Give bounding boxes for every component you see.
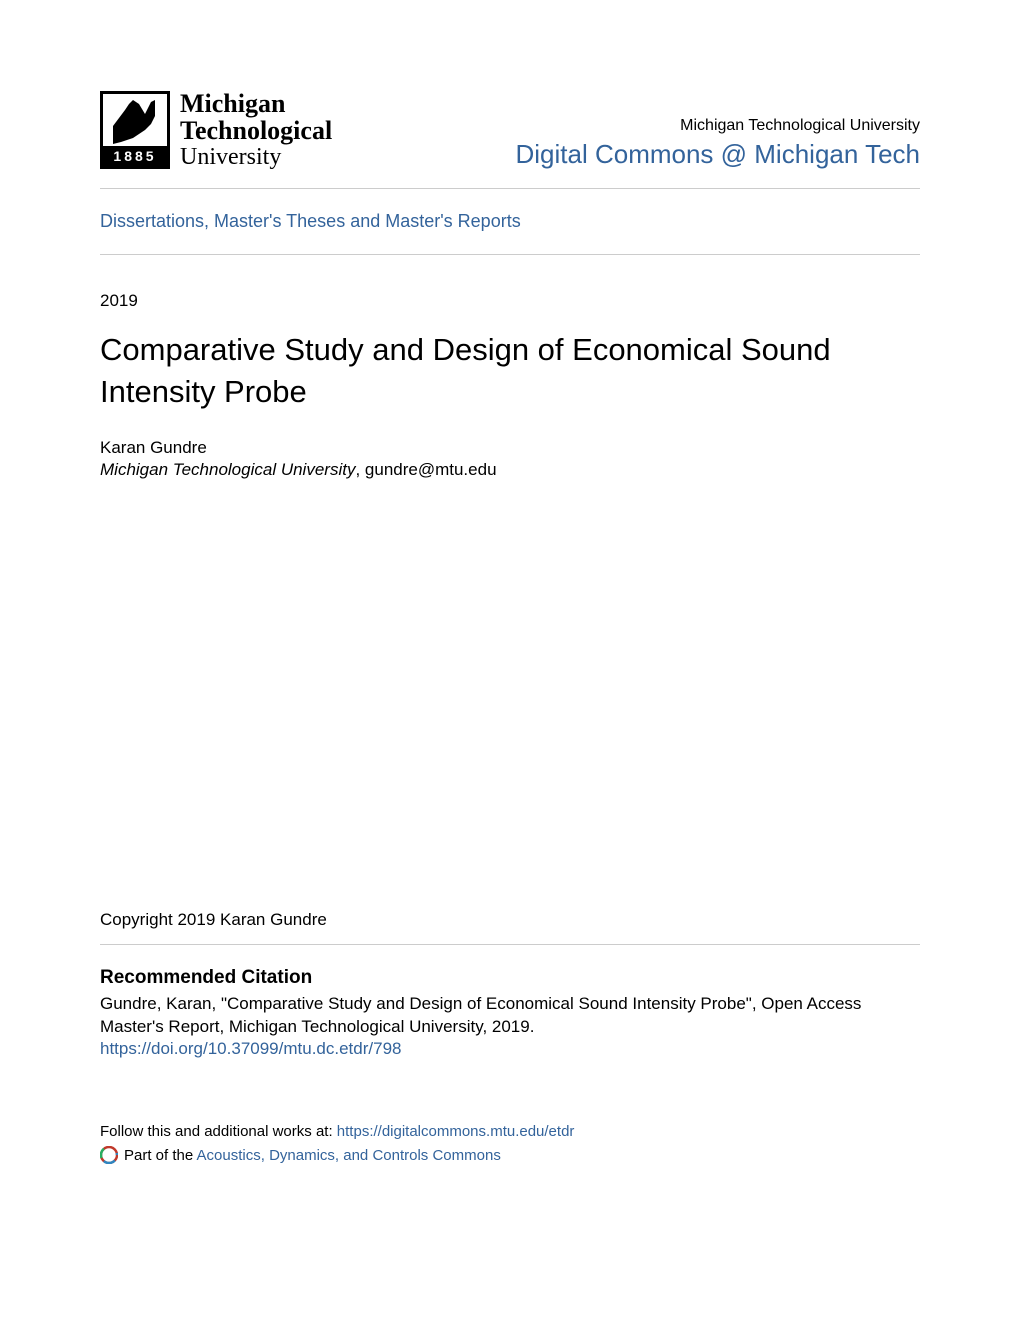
follow-line: Follow this and additional works at: htt…: [100, 1123, 920, 1140]
publication-year: 2019: [100, 291, 920, 311]
partof-line: Part of the Acoustics, Dynamics, and Con…: [100, 1146, 920, 1164]
logo-mark: 1885: [100, 91, 170, 169]
commons-icon: [100, 1146, 118, 1164]
follow-block: Follow this and additional works at: htt…: [100, 1123, 920, 1164]
partof-prefix: Part of the: [124, 1147, 197, 1164]
citation-heading: Recommended Citation: [100, 967, 920, 989]
institution-name: Michigan Technological University: [515, 117, 920, 135]
follow-url-link[interactable]: https://digitalcommons.mtu.edu/etdr: [337, 1123, 575, 1140]
partof-link[interactable]: Acoustics, Dynamics, and Controls Common…: [197, 1147, 501, 1164]
logo-text-line1: Michigan: [180, 90, 332, 117]
citation-text: Gundre, Karan, "Comparative Study and De…: [100, 993, 920, 1039]
author-email: gundre@mtu.edu: [365, 460, 497, 479]
logo-wordmark: Michigan Technological University: [180, 90, 332, 170]
logo-year: 1885: [103, 146, 167, 166]
copyright-notice: Copyright 2019 Karan Gundre: [100, 910, 920, 945]
breadcrumb: Dissertations, Master's Theses and Maste…: [100, 189, 920, 255]
header: 1885 Michigan Technological University M…: [100, 90, 920, 189]
affiliation-separator: ,: [355, 460, 364, 479]
partof-text: Part of the Acoustics, Dynamics, and Con…: [124, 1147, 501, 1164]
logo-text-line3: University: [180, 145, 332, 170]
author-block: Karan Gundre Michigan Technological Univ…: [100, 438, 920, 480]
author-name: Karan Gundre: [100, 438, 920, 458]
repository-link[interactable]: Digital Commons @ Michigan Tech: [515, 139, 920, 169]
page-container: 1885 Michigan Technological University M…: [0, 0, 1020, 1204]
author-affiliation: Michigan Technological University, gundr…: [100, 460, 920, 480]
affiliation-institution: Michigan Technological University: [100, 460, 355, 479]
breadcrumb-link[interactable]: Dissertations, Master's Theses and Maste…: [100, 211, 521, 231]
document-title: Comparative Study and Design of Economic…: [100, 329, 920, 413]
logo-text-line2: Technological: [180, 117, 332, 144]
repository-block: Michigan Technological University Digita…: [515, 117, 920, 170]
citation-block: Recommended Citation Gundre, Karan, "Com…: [100, 967, 920, 1059]
follow-prefix: Follow this and additional works at:: [100, 1123, 337, 1140]
logo-husky-icon: [103, 94, 167, 146]
doi-link[interactable]: https://doi.org/10.37099/mtu.dc.etdr/798: [100, 1039, 401, 1058]
institution-logo: 1885 Michigan Technological University: [100, 90, 332, 170]
